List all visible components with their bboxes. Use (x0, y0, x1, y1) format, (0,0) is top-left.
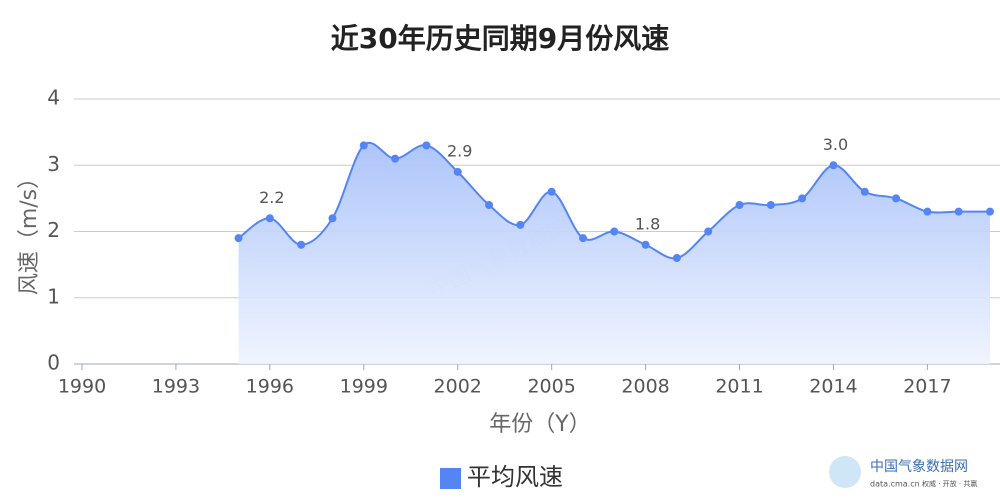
point (359, 141, 368, 150)
y-tick-label: 4 (47, 86, 60, 110)
x-tick-label: 2002 (434, 376, 482, 398)
legend-swatch (440, 468, 461, 489)
brand-name: 中国气象数据网 (870, 459, 968, 475)
point (892, 194, 901, 203)
point (766, 201, 775, 209)
brand-slogan: 权威 · 开放 · 共赢 (922, 479, 977, 488)
point (610, 227, 619, 236)
x-tick-label: 2017 (903, 376, 951, 398)
point (923, 207, 932, 216)
y-tick-label: 3 (47, 152, 60, 176)
x-tick-label: 2005 (527, 376, 575, 398)
data-label: 2.9 (447, 141, 472, 160)
x-tick-label: 1990 (58, 376, 106, 398)
data-label: 3.0 (823, 135, 848, 154)
x-tick-label: 1996 (246, 376, 294, 398)
point (547, 187, 556, 196)
point (829, 161, 838, 170)
point (297, 240, 306, 249)
point (453, 167, 462, 176)
data-label: 1.8 (635, 214, 660, 233)
point (234, 234, 243, 243)
legend-label: 平均风速 (467, 463, 563, 491)
point (798, 194, 807, 203)
y-axis-label: 风速（m/s） (17, 167, 42, 295)
point (265, 214, 274, 223)
point (485, 201, 494, 209)
logo-icon (829, 456, 861, 488)
x-tick-label: 2008 (621, 376, 669, 398)
chart-title: 近30年历史同期9月份风速 (331, 22, 669, 55)
y-tick-label: 0 (47, 351, 60, 375)
point (516, 220, 525, 229)
point (578, 234, 587, 243)
x-axis-label: 年份（Y） (489, 412, 590, 437)
point (328, 214, 337, 223)
brand-url: data.cma.cn (870, 480, 920, 489)
data-label: 2.2 (259, 188, 284, 207)
point (860, 187, 869, 196)
point (954, 207, 963, 216)
area (238, 142, 990, 364)
point (391, 154, 400, 163)
x-tick-label: 2011 (715, 376, 763, 398)
y-tick-label: 2 (47, 218, 60, 242)
point (641, 240, 650, 249)
x-tick-label: 1993 (152, 376, 200, 398)
point (986, 207, 994, 216)
x-tick-label: 1999 (340, 376, 388, 398)
point (735, 201, 744, 209)
x-tick-label: 2014 (809, 376, 857, 398)
y-tick-label: 1 (47, 284, 60, 308)
point (672, 254, 681, 262)
point (422, 141, 431, 150)
point (704, 227, 713, 236)
